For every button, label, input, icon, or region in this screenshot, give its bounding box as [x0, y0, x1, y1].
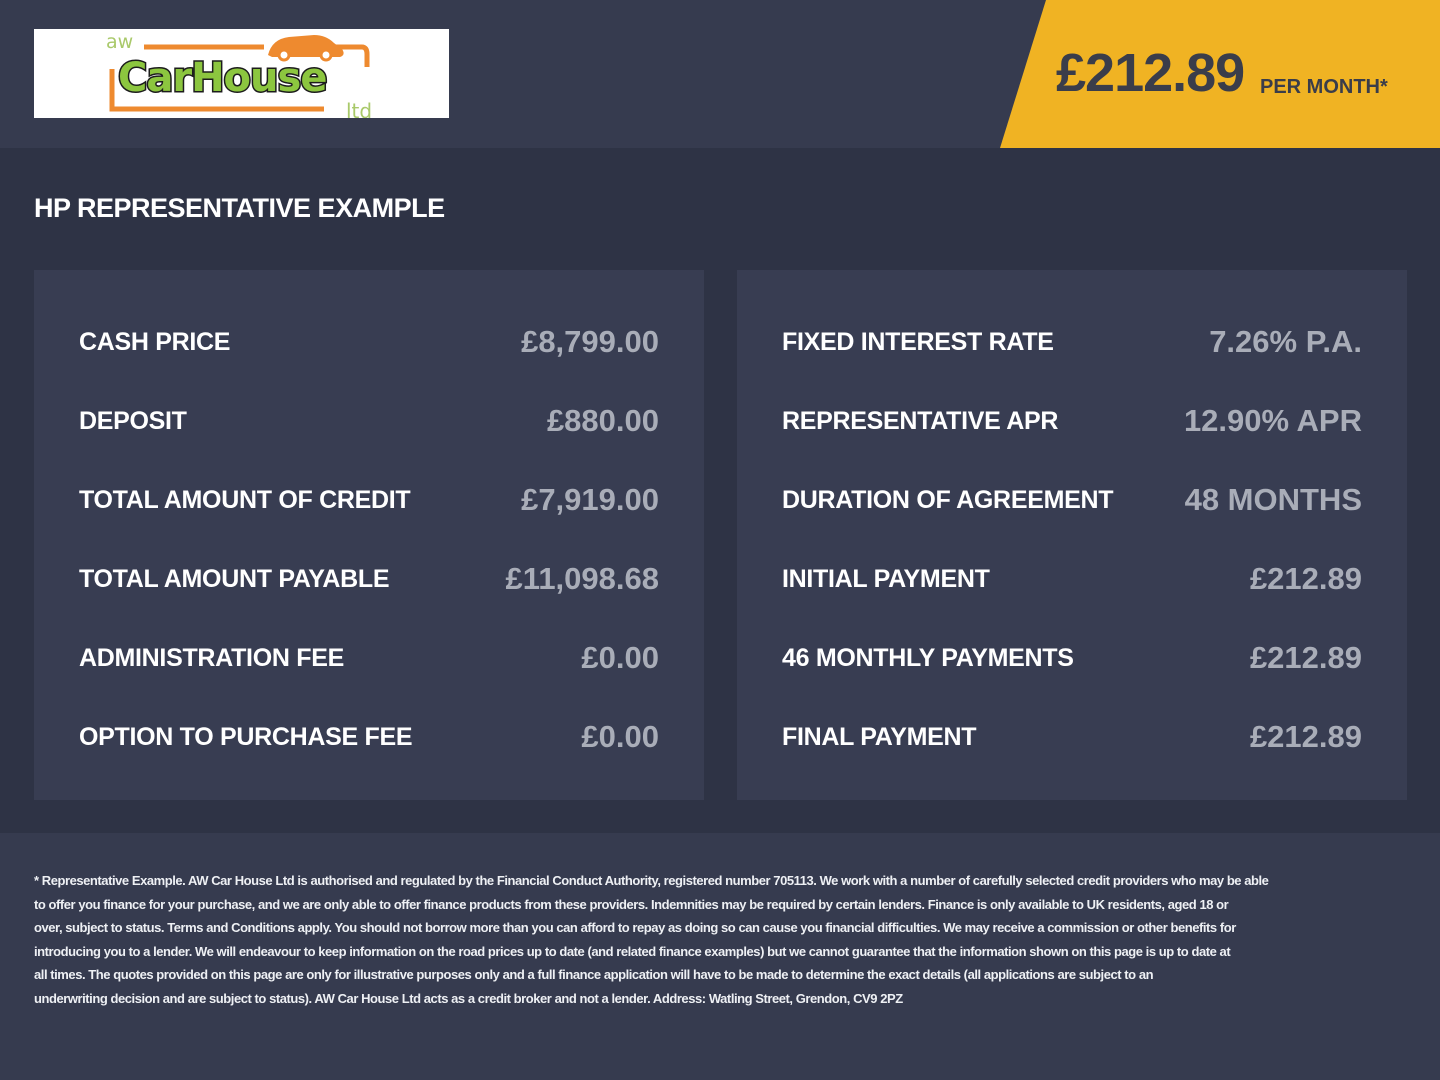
- per-month-label: PER MONTH*: [1260, 76, 1388, 98]
- row-initial-payment: INITIAL PAYMENT £212.89: [782, 561, 1362, 605]
- row-apr: REPRESENTATIVE APR 12.90% APR: [782, 403, 1362, 447]
- disclaimer-line: introducing you to a lender. We will end…: [34, 943, 1231, 959]
- svg-text:CarHouse: CarHouse: [118, 55, 326, 101]
- disclaimer-line: to offer you finance for your purchase, …: [34, 896, 1229, 912]
- disclaimer-line: * Representative Example. AW Car House L…: [34, 873, 1269, 888]
- label: TOTAL AMOUNT PAYABLE: [79, 565, 390, 593]
- finance-details-left-panel: CASH PRICE £8,799.00 DEPOSIT £880.00 TOTAL…: [34, 270, 704, 800]
- row-total-credit: TOTAL AMOUNT OF CREDIT £7,919.00: [79, 482, 659, 526]
- row-final-payment: FINAL PAYMENT £212.89: [782, 719, 1362, 763]
- monthly-price: £212.89: [1056, 43, 1245, 103]
- svg-text:aw: aw: [106, 31, 133, 53]
- disclaimer-line: over, subject to status. Terms and Condi…: [34, 920, 1236, 935]
- label: REPRESENTATIVE APR: [782, 407, 1059, 435]
- disclaimer-text: * Representative Example. AW Car House L…: [34, 869, 1269, 1010]
- row-cash-price: CASH PRICE £8,799.00: [79, 324, 659, 368]
- label: TOTAL AMOUNT OF CREDIT: [79, 486, 411, 514]
- disclaimer-line: underwriting decision and are subject to…: [34, 990, 903, 1006]
- row-total-payable: TOTAL AMOUNT PAYABLE £11,098.68: [79, 561, 659, 605]
- label: CASH PRICE: [79, 328, 231, 356]
- company-logo[interactable]: aw CarHouse ltd: [34, 29, 449, 123]
- value: 12.90% APR: [1183, 403, 1362, 438]
- value: £7,919.00: [521, 482, 659, 517]
- label: OPTION TO PURCHASE FEE: [79, 723, 413, 751]
- svg-text:ltd: ltd: [346, 99, 372, 118]
- header: aw CarHouse ltd £212.89 PER MONTH*: [0, 0, 1440, 148]
- value: £0.00: [581, 640, 659, 675]
- row-deposit: DEPOSIT £880.00: [79, 403, 659, 447]
- monthly-price-banner: £212.89 PER MONTH*: [1000, 0, 1440, 148]
- value: £11,098.68: [505, 561, 659, 596]
- disclaimer-line: all times. The quotes provided on this p…: [34, 967, 1154, 982]
- section-title: HP REPRESENTATIVE EXAMPLE: [34, 193, 445, 223]
- row-duration: DURATION OF AGREEMENT 48 MONTHS: [782, 482, 1362, 526]
- value: 7.26% P.A.: [1209, 324, 1362, 359]
- label: DEPOSIT: [79, 407, 187, 435]
- label: DURATION OF AGREEMENT: [782, 486, 1114, 514]
- finance-details-right-panel: FIXED INTEREST RATE 7.26% P.A. REPRESENTA…: [737, 270, 1407, 800]
- value: £0.00: [581, 719, 659, 754]
- value: 48 MONTHS: [1184, 482, 1362, 517]
- carhouse-logo-image: aw CarHouse ltd: [106, 31, 372, 123]
- row-interest-rate: FIXED INTEREST RATE 7.26% P.A.: [782, 324, 1362, 368]
- value: £8,799.00: [521, 324, 659, 359]
- row-monthly-payments: 46 MONTHLY PAYMENTS £212.89: [782, 640, 1362, 684]
- label: INITIAL PAYMENT: [782, 565, 990, 593]
- label: ADMINISTRATION FEE: [79, 644, 344, 672]
- label: FIXED INTEREST RATE: [782, 328, 1054, 356]
- value: £212.89: [1249, 561, 1362, 596]
- row-option-fee: OPTION TO PURCHASE FEE £0.00: [79, 719, 659, 763]
- label: 46 MONTHLY PAYMENTS: [782, 644, 1074, 672]
- value: £212.89: [1249, 719, 1362, 754]
- label: FINAL PAYMENT: [782, 723, 977, 751]
- row-admin-fee: ADMINISTRATION FEE £0.00: [79, 640, 659, 684]
- value: £212.89: [1249, 640, 1362, 675]
- value: £880.00: [546, 403, 659, 438]
- footer: * Representative Example. AW Car House L…: [0, 833, 1440, 1080]
